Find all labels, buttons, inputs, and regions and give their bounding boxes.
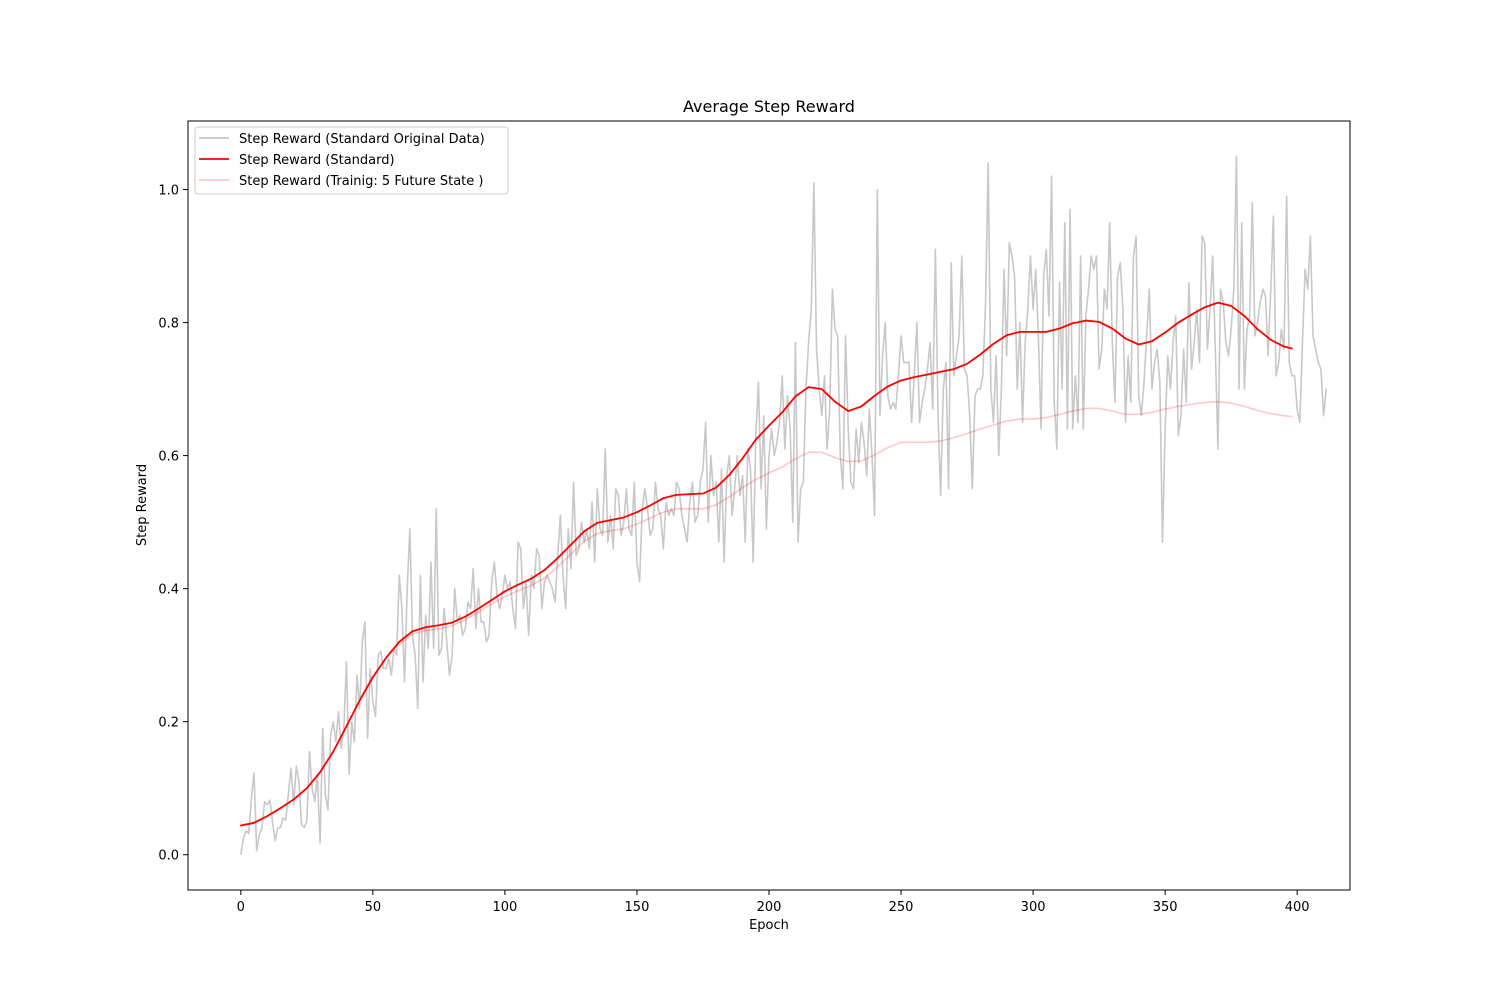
series-line-future-state-line <box>398 400 1293 646</box>
legend-items: Step Reward (Standard Original Data) Step… <box>199 132 485 189</box>
y-tick-label: 0.6 <box>158 450 179 465</box>
legend-label-standard: Step Reward (Standard) <box>239 153 395 168</box>
chart-title: Average Step Reward <box>683 97 855 116</box>
y-tick-label: 0.2 <box>158 716 179 731</box>
legend: Step Reward (Standard Original Data) Step… <box>194 126 509 195</box>
x-tick-label: 50 <box>365 900 382 915</box>
legend-label-future-state: Step Reward (Trainig: 5 Future State ) <box>239 174 483 189</box>
legend-label-original-data: Step Reward (Standard Original Data) <box>239 132 485 147</box>
y-tick-label: 0.0 <box>158 849 179 864</box>
y-tick-label: 0.4 <box>158 583 179 598</box>
y-tick-label: 0.8 <box>158 317 179 332</box>
x-tick-label: 250 <box>889 900 914 915</box>
plot-area <box>187 120 1351 891</box>
x-tick-label: 300 <box>1021 900 1046 915</box>
y-axis: 0.0 0.2 0.4 0.6 0.8 1.0 <box>158 184 188 864</box>
x-axis-label: Epoch <box>749 918 789 933</box>
x-tick-label: 150 <box>625 900 650 915</box>
x-tick-label: 350 <box>1153 900 1178 915</box>
x-axis: 0 50 100 150 200 250 300 350 400 <box>237 890 1310 915</box>
x-tick-label: 200 <box>757 900 782 915</box>
x-tick-label: 100 <box>492 900 517 915</box>
y-axis-label: Step Reward <box>135 464 150 546</box>
series-layer <box>239 155 1328 855</box>
y-tick-label: 1.0 <box>158 184 179 199</box>
x-tick-label: 0 <box>237 900 245 915</box>
series-line-standard-smoothed-line <box>239 301 1293 827</box>
legend-box <box>194 126 509 195</box>
x-tick-label: 400 <box>1285 900 1310 915</box>
